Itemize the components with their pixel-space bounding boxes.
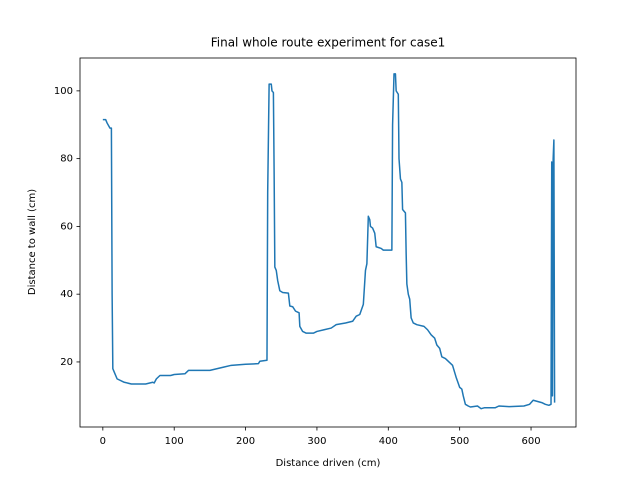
- x-tick-label: 0: [100, 436, 106, 447]
- y-tick-label: 100: [54, 86, 73, 97]
- y-tick-label: 60: [60, 221, 73, 232]
- x-tick-label: 600: [521, 436, 540, 447]
- x-tick-label: 500: [450, 436, 469, 447]
- chart-title: Final whole route experiment for case1: [211, 36, 446, 50]
- y-tick-label: 80: [60, 154, 73, 165]
- x-tick-label: 400: [379, 436, 398, 447]
- y-tick-label: 20: [60, 357, 73, 368]
- x-tick-label: 200: [236, 436, 255, 447]
- x-tick-label: 100: [165, 436, 184, 447]
- x-tick-label: 300: [307, 436, 326, 447]
- plot-frame: [79, 57, 577, 428]
- data-line: [102, 73, 556, 410]
- y-tick-label: 40: [60, 289, 73, 300]
- y-axis-label: Distance to wall (cm): [27, 189, 38, 295]
- x-axis-label: Distance driven (cm): [276, 458, 381, 469]
